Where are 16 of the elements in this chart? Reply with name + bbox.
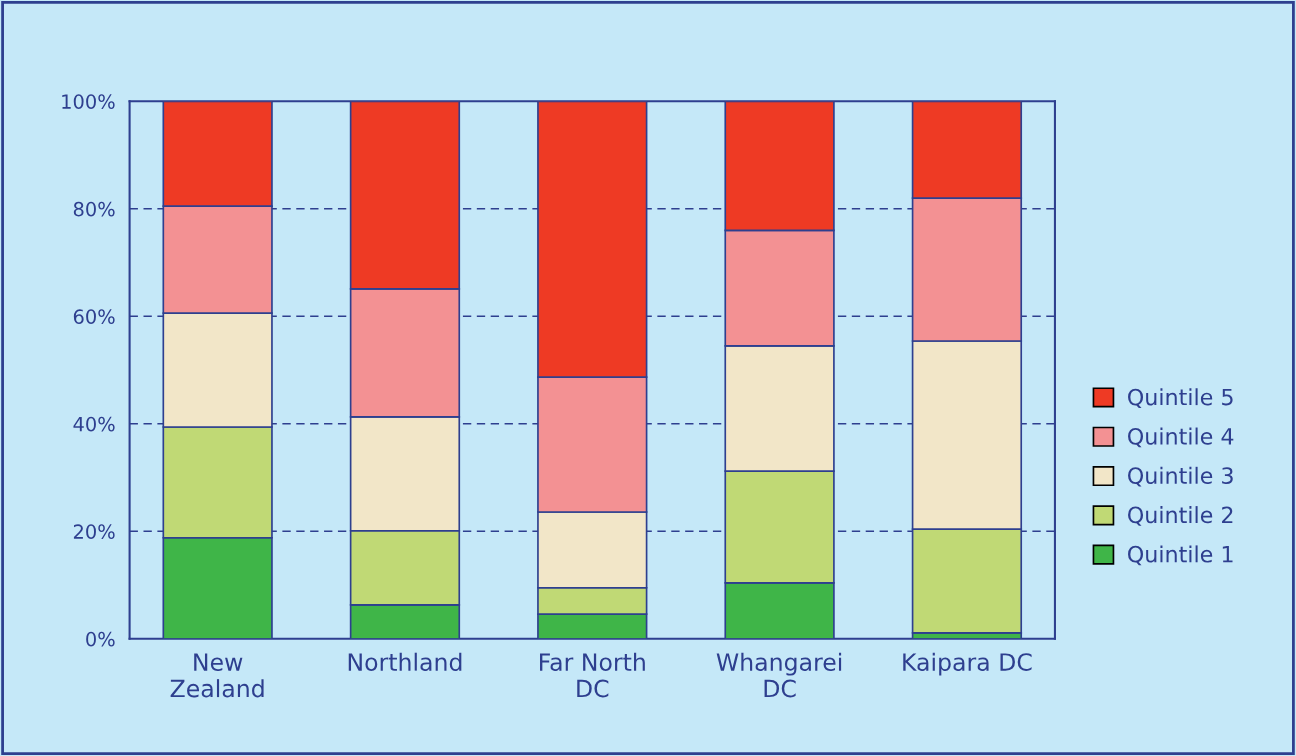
x-tick-label: Northland: [348, 652, 462, 671]
x-tick-label: Kaipara DC: [903, 652, 1032, 676]
legend-label: Quintile 2: [1128, 506, 1233, 526]
legend-label: Quintile 4: [1128, 427, 1234, 448]
y-tick-label: 0%: [86, 631, 115, 647]
x-tick-label: New Zealand: [170, 653, 264, 698]
legend-label: Quintile 1: [1128, 545, 1233, 566]
x-tick-label: Far North DC: [540, 652, 645, 698]
y-tick-label: 80%: [73, 201, 115, 217]
y-tick-label: 20%: [73, 524, 115, 539]
legend-label: Quintile 5: [1128, 388, 1233, 408]
y-tick-label: 60%: [73, 309, 115, 324]
legend-label: Quintile 3: [1128, 466, 1233, 487]
y-tick-label: 40%: [73, 416, 115, 432]
y-tick-label: 100%: [62, 94, 115, 109]
x-tick-label: Whangarei DC: [716, 652, 842, 698]
